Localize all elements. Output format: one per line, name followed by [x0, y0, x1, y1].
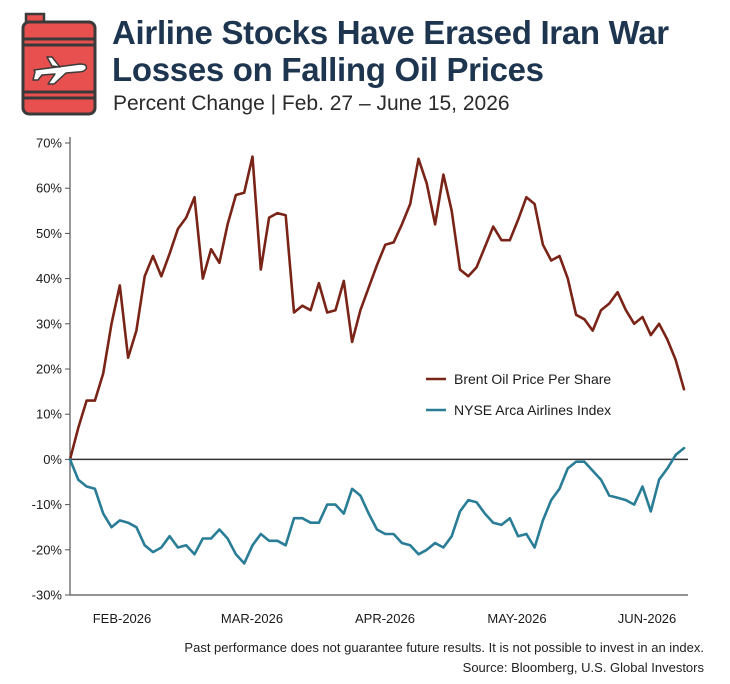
y-tick-label: 10% — [36, 407, 62, 422]
x-axis-ticks: FEB-2026 MAR-2026 APR-2026 MAY-2026 JUN-2026 — [93, 611, 677, 626]
x-tick-label: MAY-2026 — [487, 611, 546, 626]
y-tick-label: -20% — [32, 542, 63, 557]
x-tick-label: APR-2026 — [355, 611, 415, 626]
x-tick-label: FEB-2026 — [93, 611, 152, 626]
y-tick-label: 30% — [36, 316, 62, 331]
y-tick-label: 50% — [36, 226, 62, 241]
y-tick-label: 0% — [43, 452, 62, 467]
series-line-brent-oil — [68, 155, 686, 461]
y-tick-label: 60% — [36, 181, 62, 196]
y-tick-label: -30% — [32, 588, 63, 603]
legend-label: Brent Oil Price Per Share — [454, 371, 611, 387]
series-lines — [68, 155, 686, 565]
line-chart: -30% -20% -10% 0% 10% 20% 30% 40% 50% 60% 70% FEB-… — [32, 136, 688, 626]
chart-legend: Brent Oil Price Per Share NYSE Arca Airli… — [426, 371, 611, 418]
y-axis-ticks: -30% -20% -10% 0% 10% 20% 30% 40% 50% 60% 70% — [32, 136, 70, 603]
chart-subtitle: Percent Change | Feb. 27 – June 15, 2026 — [113, 92, 510, 115]
title-line-1: Airline Stocks Have Erased Iran War — [112, 14, 669, 51]
chart-header: Airline Stocks Have Erased Iran War Loss… — [0, 0, 730, 120]
oil-barrel-icon — [21, 12, 97, 116]
title-line-2: Losses on Falling Oil Prices — [112, 51, 544, 88]
series-line-airlines-index — [68, 446, 686, 565]
airplane-icon — [32, 56, 88, 85]
y-tick-label: 70% — [36, 136, 62, 151]
y-tick-label: 20% — [36, 362, 62, 377]
chart-axes — [69, 137, 688, 596]
x-tick-label: MAR-2026 — [221, 611, 283, 626]
y-tick-label: -10% — [32, 497, 63, 512]
x-tick-label: JUN-2026 — [618, 611, 677, 626]
legend-label: NYSE Arca Airlines Index — [454, 402, 611, 418]
disclaimer-text: Past performance does not guarantee futu… — [184, 640, 704, 655]
chart-title: Airline Stocks Have Erased Iran War Loss… — [112, 14, 669, 88]
source-text: Source: Bloomberg, U.S. Global Investors — [462, 660, 704, 675]
y-tick-label: 40% — [36, 271, 62, 286]
